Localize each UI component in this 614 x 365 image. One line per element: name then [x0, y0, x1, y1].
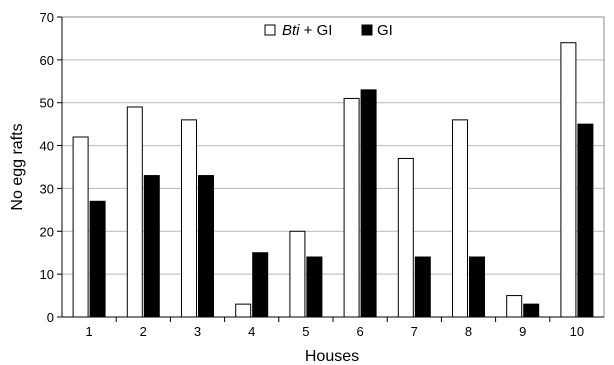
- y-tick-label: 10: [40, 267, 54, 282]
- legend: Bti + GI GI: [264, 22, 393, 39]
- bar-bti-gi: [560, 42, 577, 318]
- legend-label-bti-gi-rest: + GI: [300, 22, 333, 39]
- legend-label-bti-gi: Bti + GI: [282, 22, 332, 39]
- y-tick-label: 70: [40, 10, 54, 25]
- legend-label-bti-gi-italic: Bti: [282, 22, 300, 39]
- y-tick-label: 60: [40, 53, 54, 68]
- bar-gi: [143, 175, 160, 318]
- x-tick-label: 2: [140, 324, 147, 339]
- x-tick-label: 1: [85, 324, 92, 339]
- bar-bti-gi: [235, 303, 252, 318]
- x-tick-label: 5: [302, 324, 309, 339]
- bar-gi: [523, 303, 540, 318]
- bar-bti-gi: [181, 119, 197, 318]
- bar-gi: [252, 252, 269, 318]
- legend-label-gi: GI: [377, 22, 393, 39]
- bar-bti-gi: [72, 136, 89, 318]
- axes: [57, 16, 605, 322]
- bar-gi: [469, 256, 485, 318]
- bar-bti-gi: [289, 230, 306, 318]
- gridlines: [62, 16, 604, 275]
- bar-bti-gi: [506, 295, 523, 318]
- bar-gi: [198, 175, 214, 318]
- bar-bti-gi: [452, 119, 468, 318]
- x-axis-title: Houses: [305, 348, 359, 365]
- x-tick-label: 4: [248, 324, 255, 339]
- bar-gi: [306, 256, 323, 318]
- y-tick-label: 30: [40, 181, 54, 196]
- y-tick-label: 50: [40, 96, 54, 111]
- x-tick-label: 6: [356, 324, 363, 339]
- y-axis-title: No egg rafts: [9, 123, 26, 210]
- legend-swatch-bti-gi: [264, 24, 276, 36]
- y-tick-label: 40: [40, 139, 54, 154]
- x-tick-label: 7: [411, 324, 418, 339]
- x-tick-label: 8: [465, 324, 472, 339]
- bar-bti-gi: [126, 106, 143, 318]
- bar-gi: [577, 123, 594, 318]
- plot-frame: [61, 16, 605, 318]
- bar-bti-gi: [397, 157, 414, 318]
- x-tick-label: 3: [194, 324, 201, 339]
- bars: [72, 42, 594, 318]
- tick-labels: 0 10 20 30 40 50 60 70 1 2 3 4 5 6 7 8 9 10: [40, 10, 585, 339]
- x-tick-label: 9: [519, 324, 526, 339]
- x-tick-label: 10: [570, 324, 584, 339]
- bar-gi: [414, 256, 431, 318]
- bar-bti-gi: [343, 97, 360, 318]
- y-tick-label: 0: [47, 310, 54, 325]
- y-tick-label: 20: [40, 224, 54, 239]
- bar-gi: [89, 200, 106, 318]
- bar-gi: [360, 89, 377, 318]
- legend-swatch-gi: [361, 24, 373, 36]
